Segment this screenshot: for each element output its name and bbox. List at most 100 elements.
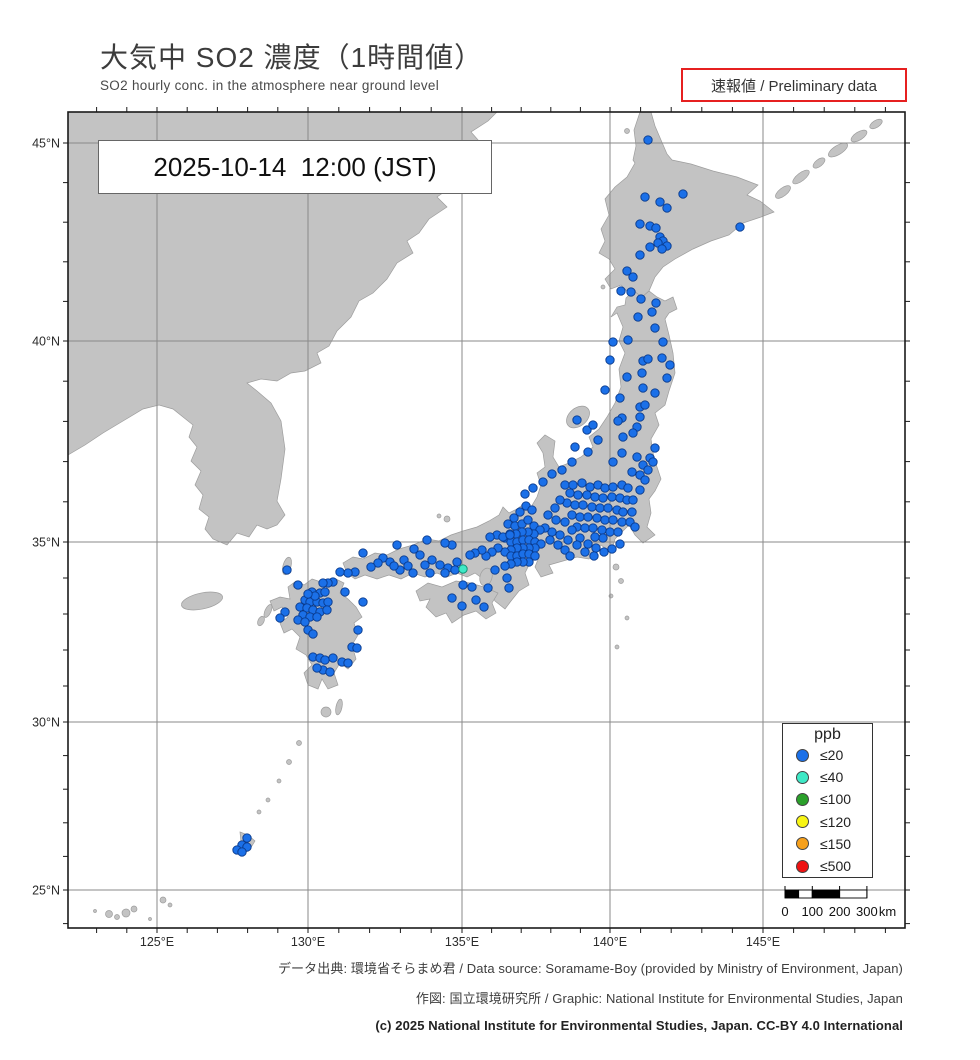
footer-data-source: データ出典: 環境省そらまめ君 / Data source: Soramame-… (277, 961, 903, 976)
station-dot-le20 (527, 505, 537, 515)
lon-label: 145°E (746, 935, 780, 949)
station-dot-le20 (425, 568, 435, 578)
station-dot-le20 (389, 561, 399, 571)
station-dot-le20 (570, 500, 580, 510)
legend-row: ≤500 (783, 855, 872, 877)
station-dot-le20 (735, 222, 745, 232)
station-dot-le20 (658, 337, 668, 347)
station-dot-le20 (440, 568, 450, 578)
legend-swatch (796, 770, 809, 784)
map-frame (67, 111, 906, 929)
legend-title: ppb (814, 726, 841, 743)
station-dot-le20 (662, 203, 672, 213)
station-dot-le20 (651, 298, 661, 308)
island-goto-2 (257, 615, 265, 627)
footer: データ出典: 環境省そらまめ君 / Data source: Soramame-… (0, 958, 903, 1044)
station-dot-le20 (605, 527, 615, 537)
station-dot-le20 (593, 435, 603, 445)
station-dot-le20 (648, 457, 658, 467)
station-dot-le20 (340, 587, 350, 597)
station-dot-le20 (467, 582, 477, 592)
island-jeju (181, 591, 223, 611)
station-dot-le20 (603, 503, 613, 513)
station-dot-le20 (352, 643, 362, 653)
station-dot-le20 (608, 482, 618, 492)
station-dot-le20 (607, 544, 617, 554)
station-dot-le20 (560, 480, 570, 490)
station-dot-le20 (613, 416, 623, 426)
station-dot-le20 (622, 372, 632, 382)
island-yakushima (320, 706, 332, 718)
station-dot-le20 (452, 557, 462, 567)
station-dot-le20 (490, 565, 500, 575)
station-dot-le20 (515, 507, 525, 517)
page-title: 大気中 SO2 濃度（1時間値） (100, 42, 484, 73)
station-dot-le20 (435, 560, 445, 570)
station-dot-le20 (636, 294, 646, 304)
station-dot-le20 (588, 523, 598, 533)
station-dot-le20 (607, 492, 617, 502)
legend-label: ≤120 (820, 813, 852, 830)
station-dot-le20 (550, 503, 560, 513)
station-dot-le20 (485, 532, 495, 542)
station-dot-le20 (392, 540, 402, 550)
station-dot-le20 (595, 503, 605, 513)
legend-swatch (796, 792, 809, 806)
station-dot-le20 (465, 550, 475, 560)
station-dot-le20 (618, 432, 628, 442)
lon-label: 140°E (593, 935, 627, 949)
station-dot-le20 (655, 197, 665, 207)
islands-kuril (775, 118, 883, 199)
islands-sakishima (93, 896, 173, 921)
island-tanegashima (335, 698, 343, 716)
scalebar-label: 100 (801, 904, 823, 919)
station-dot-le20 (415, 550, 425, 560)
station-dot-le20 (500, 561, 510, 571)
legend-swatch (796, 815, 809, 829)
station-dot-le20 (583, 512, 593, 522)
distance-scalebar: 0 100 200 300 km (781, 886, 896, 919)
station-dot-le20 (343, 568, 353, 578)
station-dots-layer (232, 135, 745, 857)
station-dot-le20 (403, 561, 413, 571)
station-dot-le40 (458, 564, 468, 574)
station-dot-le20 (623, 335, 633, 345)
station-dot-le20 (458, 580, 468, 590)
station-dot-le20 (530, 551, 540, 561)
station-dot-le20 (575, 512, 585, 522)
island-awaji (479, 567, 493, 587)
station-dot-le20 (275, 613, 285, 623)
station-dot-le20 (555, 530, 565, 540)
station-dot-le20 (600, 515, 610, 525)
station-dot-le20 (635, 250, 645, 260)
station-dot-le20 (617, 448, 627, 458)
station-dot-le20 (627, 467, 637, 477)
station-dot-le20 (580, 523, 590, 533)
legend-row: ≤20 (783, 744, 872, 766)
station-dot-le20 (650, 323, 660, 333)
station-dot-le20 (587, 502, 597, 512)
lat-label: 35°N (32, 536, 60, 550)
station-dot-le20 (504, 583, 514, 593)
lon-label: 130°E (291, 935, 325, 949)
station-dot-le20 (605, 355, 615, 365)
islands-amami-chain (256, 740, 302, 815)
station-dot-le20 (557, 465, 567, 475)
station-dot-le20 (643, 354, 653, 364)
station-dot-le20 (568, 480, 578, 490)
station-dot-le20 (300, 617, 310, 627)
station-dot-le20 (328, 653, 338, 663)
station-dot-le20 (585, 482, 595, 492)
station-dot-le20 (628, 428, 638, 438)
station-dot-le20 (647, 307, 657, 317)
station-dot-le20 (565, 551, 575, 561)
islands-izu (608, 563, 630, 650)
station-dot-le20 (572, 540, 582, 550)
legend-row: ≤40 (783, 766, 872, 788)
station-dot-le20 (628, 495, 638, 505)
station-dot-le20 (615, 393, 625, 403)
station-dot-le20 (528, 483, 538, 493)
station-dot-le20 (578, 500, 588, 510)
station-dot-le20 (450, 565, 460, 575)
